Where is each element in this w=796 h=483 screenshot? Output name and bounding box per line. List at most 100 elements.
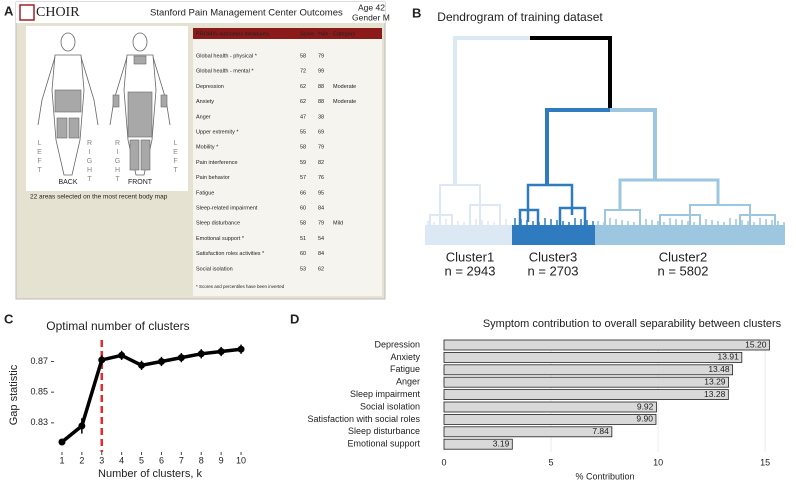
table-cell: 99	[318, 69, 324, 75]
category-label: Sleep impairment	[350, 389, 421, 399]
value-label: 13.91	[718, 352, 740, 362]
x-tick-label: 15	[760, 457, 770, 467]
table-cell: 51	[300, 236, 306, 242]
point	[217, 348, 225, 356]
table-cell: 58	[300, 145, 306, 151]
table-cell: 66	[300, 190, 306, 196]
table-header: Category	[333, 31, 356, 37]
value-label: 7.84	[592, 426, 609, 436]
x-tick-label: 3	[99, 455, 104, 465]
table-cell: Mobility *	[196, 145, 219, 151]
cluster-size: n = 2943	[445, 263, 496, 278]
point	[237, 345, 245, 353]
screenshot-title: Stanford Pain Management Center Outcomes	[150, 8, 343, 19]
table-cell: 60	[300, 205, 306, 211]
category-label: Sleep disturbance	[348, 426, 420, 436]
table-cell: 62	[318, 266, 324, 272]
table-cell: 76	[318, 175, 324, 181]
table-cell: 62	[300, 84, 306, 90]
table-cell: 62	[300, 99, 306, 105]
table-cell: 47	[300, 114, 306, 120]
bar	[443, 389, 729, 401]
bar	[443, 351, 743, 363]
panel-label: A	[4, 3, 14, 18]
table-cell: 82	[318, 160, 324, 166]
table-cell: 84	[318, 251, 324, 257]
category-label: Depression	[374, 339, 420, 349]
chart-title: Symptom contribution to overall separabi…	[483, 318, 782, 330]
bar	[443, 426, 613, 438]
pain-areas	[54, 55, 168, 171]
table-cell: Global health - physical *	[196, 53, 258, 59]
table-cell: Depression	[196, 84, 224, 90]
bar	[443, 376, 729, 388]
table-cell: 57	[300, 175, 306, 181]
cluster-leaves	[425, 225, 512, 245]
table-cell: Fatigue	[196, 190, 214, 196]
value-label: 9.92	[637, 401, 654, 411]
value-label: 15.20	[745, 339, 767, 349]
point	[138, 361, 146, 369]
body-map-panel	[26, 26, 188, 191]
x-axis-label: % Contribution	[575, 471, 634, 481]
x-tick-label: 2	[79, 455, 84, 465]
dendrogram-tree	[429, 36, 776, 235]
table-cell: 79	[318, 53, 324, 59]
table-cell: 95	[318, 190, 324, 196]
bar	[443, 339, 770, 351]
category-label: Fatigue	[390, 364, 420, 374]
back-label: BACK	[58, 179, 77, 186]
line	[60, 347, 242, 444]
x-tick-label: 8	[199, 455, 204, 465]
value-label: 13.29	[704, 376, 726, 386]
cluster-name: Cluster3	[529, 249, 577, 264]
table-cell: 79	[318, 145, 324, 151]
y-tick-label: 0.87	[30, 356, 48, 366]
table-cell: 59	[300, 160, 306, 166]
table-header-bar	[193, 28, 382, 39]
table-cell: 58	[300, 53, 306, 59]
table-cell: Pain behavior	[196, 175, 230, 181]
dendrogram-leaves	[425, 218, 785, 245]
category-label: Satisfaction with social roles	[307, 414, 420, 424]
x-tick-label: 0	[441, 457, 446, 467]
left-label: LEFT	[36, 140, 43, 176]
table-cell: 53	[300, 266, 306, 272]
table-cell: Upper extremity *	[196, 129, 239, 135]
table-cell: 88	[318, 84, 324, 90]
table-cell: Emotional support *	[196, 236, 245, 242]
x-tick-label: 5	[549, 457, 554, 467]
chart-title: Optimal number of clusters	[46, 319, 189, 333]
gender: Gender M	[352, 12, 390, 22]
table-cell: 55	[300, 129, 306, 135]
table-header: %ile	[318, 31, 328, 37]
chart-title: Dendrogram of training dataset	[437, 10, 603, 24]
point	[58, 438, 66, 446]
x-tick-label: 6	[159, 455, 164, 465]
panel-label: B	[412, 5, 421, 20]
table-cell: 84	[318, 205, 324, 211]
point	[157, 357, 165, 365]
right-label: RIGHT	[86, 140, 93, 185]
x-tick-label: 1	[59, 455, 64, 465]
y-tick-label: 0.85	[30, 387, 48, 397]
panel-label: D	[290, 311, 299, 326]
y-axis-label: Gap statistic	[8, 364, 20, 425]
bar	[443, 364, 734, 376]
point	[98, 356, 106, 364]
bar	[443, 438, 513, 450]
bar	[443, 413, 657, 425]
x-tick-label: 5	[139, 455, 144, 465]
table-footnote: * Scores and percentiles have been inver…	[196, 284, 285, 289]
table-cell: Moderate	[333, 99, 356, 105]
table-cell: 72	[300, 69, 306, 75]
header-bar	[16, 2, 385, 23]
category-label: Anxiety	[390, 352, 420, 362]
category-label: Anger	[396, 377, 420, 387]
value-label: 13.28	[704, 389, 726, 399]
age: Age 42	[358, 2, 385, 12]
screenshot: CHOIR Stanford Pain Management Center Ou…	[15, 1, 390, 300]
table-cell: 54	[318, 236, 324, 242]
table-cell: Pain interference	[196, 160, 238, 166]
x-tick-label: 9	[219, 455, 224, 465]
